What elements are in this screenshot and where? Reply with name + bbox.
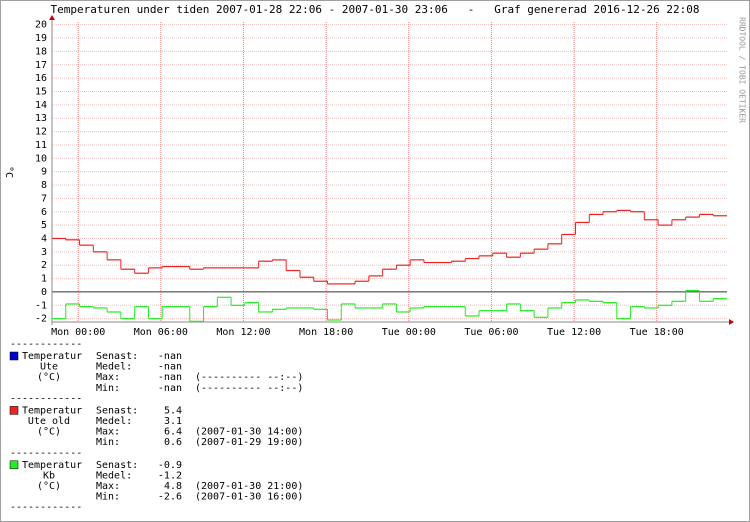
y-tick-label: 7 bbox=[41, 193, 47, 204]
stat-label: Max: bbox=[96, 372, 120, 383]
stat-label: Medel: bbox=[96, 470, 132, 481]
y-tick-label: 11 bbox=[35, 140, 47, 151]
stat-value: -nan bbox=[158, 362, 182, 373]
y-tick-label: 20 bbox=[35, 20, 47, 31]
stat-value: -nan bbox=[158, 372, 182, 383]
y-tick-label: 19 bbox=[35, 33, 47, 44]
stat-value: -2.6 bbox=[158, 492, 182, 503]
y-tick-label: 15 bbox=[35, 86, 47, 97]
y-tick-label: 14 bbox=[35, 100, 47, 111]
stat-label: Medel: bbox=[96, 416, 132, 427]
y-tick-label: 18 bbox=[35, 46, 47, 57]
x-tick-label: Tue 06:00 bbox=[464, 327, 518, 338]
stat-time: (---------- --:--) bbox=[195, 383, 303, 394]
x-tick-label: Mon 06:00 bbox=[134, 327, 188, 338]
y-tick-label: 12 bbox=[35, 127, 47, 138]
separator: ------------ bbox=[10, 448, 82, 459]
legend-name: Temperatur bbox=[22, 460, 82, 471]
separator: ------------ bbox=[10, 502, 82, 513]
stat-value: 0.6 bbox=[164, 437, 182, 448]
y-tick-label: 0 bbox=[41, 287, 47, 298]
stat-label: Medel: bbox=[96, 362, 132, 373]
stat-time: (2007-01-30 14:00) bbox=[195, 427, 303, 438]
x-tick-label: Mon 00:00 bbox=[51, 327, 105, 338]
y-tick-label: 6 bbox=[41, 207, 47, 218]
y-tick-label: 17 bbox=[35, 60, 47, 71]
axis-arrow bbox=[729, 319, 734, 325]
stat-label: Senast: bbox=[96, 351, 138, 362]
stat-time: (---------- --:--) bbox=[195, 372, 303, 383]
y-tick-label: 1 bbox=[41, 274, 47, 285]
stat-label: Senast: bbox=[96, 405, 138, 416]
y-tick-label: 9 bbox=[41, 167, 47, 178]
y-tick-label: 16 bbox=[35, 73, 47, 84]
stat-label: Senast: bbox=[96, 460, 138, 471]
y-tick-label: -2 bbox=[35, 314, 47, 325]
chart-title: Temperaturen under tiden 2007-01-28 22:0… bbox=[50, 3, 699, 16]
y-tick-label: 13 bbox=[35, 113, 47, 124]
separator: ------------ bbox=[10, 339, 82, 350]
stat-value: 5.4 bbox=[164, 405, 182, 416]
stat-label: Min: bbox=[96, 492, 120, 503]
x-tick-label: Mon 12:00 bbox=[216, 327, 270, 338]
legend-name: Temperatur bbox=[22, 405, 82, 416]
stat-value: -0.9 bbox=[158, 460, 182, 471]
y-tick-label: 2 bbox=[41, 260, 47, 271]
x-tick-label: Tue 00:00 bbox=[382, 327, 436, 338]
y-axis-label: °C bbox=[3, 166, 14, 178]
stat-time: (2007-01-30 21:00) bbox=[195, 481, 303, 492]
legend-swatch bbox=[9, 406, 19, 415]
y-tick-label: 8 bbox=[41, 180, 47, 191]
x-tick-label: Tue 12:00 bbox=[547, 327, 601, 338]
legend-name: Kb bbox=[43, 470, 55, 481]
legend-name: (°C) bbox=[37, 427, 61, 438]
stat-value: -nan bbox=[158, 351, 182, 362]
legend-swatch bbox=[9, 351, 19, 361]
stat-time: (2007-01-30 16:00) bbox=[195, 492, 303, 503]
y-tick-label: 5 bbox=[41, 220, 47, 231]
stat-value: 3.1 bbox=[164, 416, 182, 427]
legend-name: Ute bbox=[40, 362, 58, 373]
x-tick-label: Tue 18:00 bbox=[630, 327, 684, 338]
stat-value: 6.4 bbox=[164, 427, 182, 438]
y-tick-label: 10 bbox=[35, 153, 47, 164]
legend-name: Temperatur bbox=[22, 351, 82, 362]
watermark: RRDTOOL / TOBI OETIKER bbox=[738, 17, 747, 123]
stat-value: 4.8 bbox=[164, 481, 182, 492]
axis-arrow bbox=[49, 15, 55, 20]
stat-value: -nan bbox=[158, 383, 182, 394]
x-tick-label: Mon 18:00 bbox=[299, 327, 353, 338]
legend-swatch bbox=[9, 460, 19, 470]
stat-time: (2007-01-29 19:00) bbox=[195, 437, 303, 448]
stat-label: Max: bbox=[96, 427, 120, 438]
separator: ------------ bbox=[10, 393, 82, 404]
legend-name: (°C) bbox=[37, 372, 61, 383]
legend-name: (°C) bbox=[37, 481, 61, 492]
stat-label: Max: bbox=[96, 481, 120, 492]
y-tick-label: -1 bbox=[35, 300, 47, 311]
legend-name: Ute old bbox=[28, 416, 70, 427]
stat-label: Min: bbox=[96, 437, 120, 448]
stat-value: -1.2 bbox=[158, 470, 182, 481]
stat-label: Min: bbox=[96, 383, 120, 394]
y-tick-label: 3 bbox=[41, 247, 47, 258]
y-tick-label: 4 bbox=[41, 233, 47, 244]
